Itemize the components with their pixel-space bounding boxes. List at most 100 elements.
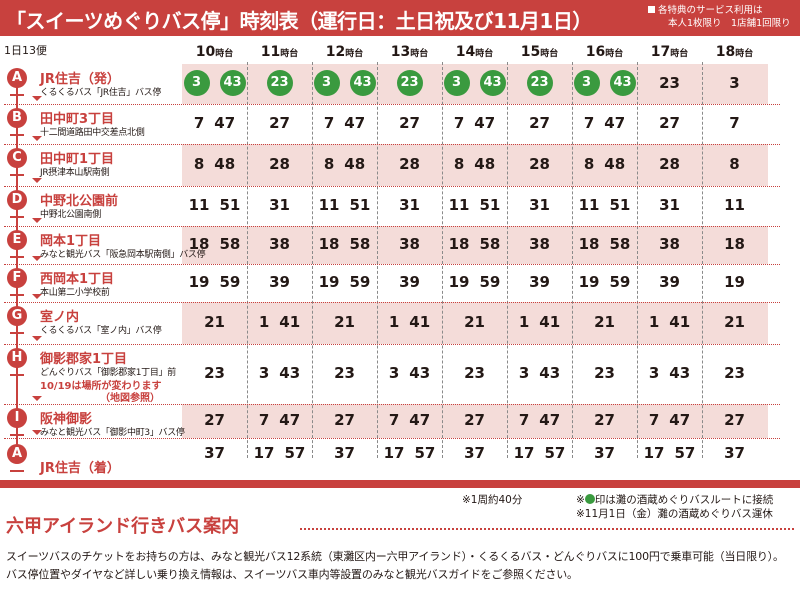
row-stripe bbox=[182, 302, 768, 344]
hour-suffix: 時台 bbox=[605, 49, 624, 59]
row-separator bbox=[4, 104, 780, 105]
departure-minute: 57 bbox=[544, 444, 566, 462]
departure-minute: 19 bbox=[578, 273, 600, 291]
departure-minute: 17 bbox=[383, 444, 405, 462]
departure-cell: 23 bbox=[239, 70, 321, 96]
departure-minute: 11 bbox=[724, 196, 745, 214]
departure-minute: 18 bbox=[318, 235, 340, 253]
row-separator bbox=[4, 344, 780, 345]
stop-name: 岡本1丁目 bbox=[40, 234, 102, 249]
down-arrow-icon bbox=[32, 396, 42, 401]
departure-minute: 59 bbox=[349, 273, 371, 291]
green-note-text: 印は灘の酒蔵めぐりバスルートに接続 bbox=[594, 494, 774, 506]
departure-cell: 8 48 bbox=[304, 155, 386, 173]
stop-location: みなと観光バス「阪急岡本駅南側」バス停 bbox=[40, 250, 206, 260]
departure-cell: 37 bbox=[694, 444, 776, 462]
departure-minute: 47 bbox=[474, 114, 496, 132]
hour-number: 15 bbox=[520, 44, 541, 60]
departure-minute: 17 bbox=[643, 444, 665, 462]
departure-minute: 27 bbox=[529, 114, 550, 132]
stop-name: 西岡本1丁目 bbox=[40, 272, 115, 287]
departure-minute: 59 bbox=[219, 273, 241, 291]
departure-cell: 7 47 bbox=[564, 114, 646, 132]
departure-minute: 27 bbox=[269, 114, 290, 132]
departure-minute: 8 bbox=[583, 155, 595, 173]
departure-minute: 8 bbox=[323, 155, 335, 173]
departure-minute: 7 bbox=[388, 411, 400, 429]
departure-cell: 1 41 bbox=[239, 313, 321, 331]
stop-letter-badge: G bbox=[7, 306, 27, 326]
departure-cell: 19 59 bbox=[304, 273, 386, 291]
stop-letter-badge: H bbox=[7, 348, 27, 368]
departure-cell: 3 43 bbox=[174, 70, 256, 96]
hour-suffix: 時台 bbox=[735, 49, 754, 59]
departure-cell: 11 51 bbox=[174, 196, 256, 214]
column-separator bbox=[377, 62, 378, 458]
departure-minute: 39 bbox=[269, 273, 290, 291]
departure-cell: 23 bbox=[564, 364, 646, 382]
departure-minute: 38 bbox=[659, 235, 680, 253]
departure-cell: 27 bbox=[499, 114, 581, 132]
service-notes: 各特典のサービス利用は 本人1枚限り 1店舗1回限り bbox=[648, 4, 791, 30]
section-text-line-2: バス停位置やダイヤなど詳しい乗り換え情報は、スイーツバス車内等設置のみなと観光バ… bbox=[6, 568, 578, 581]
departure-minute: 27 bbox=[659, 114, 680, 132]
stop-marker-tick bbox=[10, 174, 24, 176]
hour-header: 12時台 bbox=[325, 44, 365, 60]
stop-location: どんぐりバス「御影郡家1丁目」前 bbox=[40, 368, 176, 378]
departure-minute: 7 bbox=[518, 411, 530, 429]
departure-cell: 18 58 bbox=[304, 235, 386, 253]
stop-marker-tick bbox=[10, 434, 24, 436]
departure-minute: 58 bbox=[219, 235, 241, 253]
departure-cell: 27 bbox=[239, 114, 321, 132]
departure-cell: 27 bbox=[694, 411, 776, 429]
departure-cell: 3 43 bbox=[304, 70, 386, 96]
service-note-2: 本人1枚限り 1店舗1回限り bbox=[668, 18, 791, 29]
down-arrow-icon bbox=[32, 430, 42, 435]
departure-minute: 3 bbox=[518, 364, 530, 382]
departure-minute: 31 bbox=[659, 196, 680, 214]
section-text-line-1: スイーツバスのチケットをお持ちの方は、みなと観光バス12系統（東灘区内ー六甲アイ… bbox=[6, 550, 784, 563]
row-separator bbox=[4, 302, 780, 303]
departure-cell: 37 bbox=[434, 444, 516, 462]
departure-minute: 1 bbox=[648, 313, 660, 331]
departure-cell: 27 bbox=[174, 411, 256, 429]
stop-location: JR摂津本山駅南側 bbox=[40, 168, 110, 178]
departure-minute: 3 bbox=[648, 364, 660, 382]
departure-cell: 39 bbox=[499, 273, 581, 291]
stop-name: 田中町1丁目 bbox=[40, 152, 115, 167]
down-arrow-icon bbox=[32, 294, 42, 299]
departure-cell: 23 bbox=[174, 364, 256, 382]
section-dotted-line bbox=[300, 528, 794, 530]
down-arrow-icon bbox=[32, 256, 42, 261]
departure-cell: 38 bbox=[629, 235, 711, 253]
departure-minute: 21 bbox=[204, 313, 225, 331]
row-separator bbox=[4, 144, 780, 145]
divider-bar bbox=[0, 480, 800, 488]
down-arrow-icon bbox=[32, 96, 42, 101]
departure-minute: 47 bbox=[409, 411, 431, 429]
hour-suffix: 時台 bbox=[670, 49, 689, 59]
stop-letter-badge: C bbox=[7, 148, 27, 168]
stop-marker-tick bbox=[10, 94, 24, 96]
stop-location: くるくるバス「室ノ内」バス停 bbox=[40, 326, 162, 336]
departure-minute: 21 bbox=[334, 313, 355, 331]
departure-cell: 37 bbox=[174, 444, 256, 462]
section-title: 六甲アイランド行きバス案内 bbox=[6, 516, 240, 537]
departure-minute: 39 bbox=[659, 273, 680, 291]
departure-minute: 18 bbox=[724, 235, 745, 253]
departure-minute: 28 bbox=[529, 155, 550, 173]
departure-cell: 27 bbox=[434, 411, 516, 429]
departure-minute: 58 bbox=[479, 235, 501, 253]
column-separator bbox=[572, 62, 573, 458]
departure-cell: 3 43 bbox=[499, 364, 581, 382]
departure-cell: 17 57 bbox=[369, 444, 451, 462]
departure-minute: 27 bbox=[464, 411, 485, 429]
departure-cell: 39 bbox=[629, 273, 711, 291]
departure-minute: 51 bbox=[349, 196, 371, 214]
hour-suffix: 時台 bbox=[540, 49, 559, 59]
departure-cell: 21 bbox=[174, 313, 256, 331]
departure-cell: 11 51 bbox=[434, 196, 516, 214]
departure-minute: 48 bbox=[214, 155, 236, 173]
departure-cell: 3 43 bbox=[434, 70, 516, 96]
departure-minute: 23 bbox=[204, 364, 225, 382]
